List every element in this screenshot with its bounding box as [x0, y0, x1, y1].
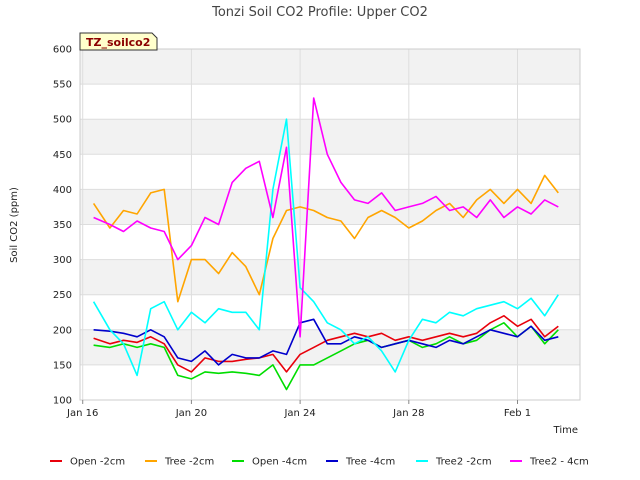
- y-axis-ticks: 100 150 200 250 300 350 400 450 500 550 600: [53, 45, 72, 407]
- chart-badge: TZ_soilco2: [79, 32, 158, 51]
- legend-label: Tree2 -2cm: [435, 457, 492, 468]
- legend-item: Open -2cm: [50, 457, 125, 468]
- series-line-3: [93, 321, 559, 391]
- y-tick-label: 500: [53, 115, 72, 126]
- plot-band: [80, 259, 580, 295]
- y-tick-label: 400: [53, 185, 72, 196]
- chart-title: Tonzi Soil CO2 Profile: Upper CO2: [211, 5, 428, 20]
- series-line-6: [93, 97, 559, 338]
- plot-band: [80, 49, 580, 85]
- y-tick-label: 250: [53, 290, 72, 301]
- plot-band: [80, 329, 580, 365]
- x-axis-ticks: Jan 16 Jan 20 Jan 24 Jan 28 Feb 1: [66, 400, 531, 419]
- plot-band: [80, 189, 580, 225]
- legend-item: Tree2 -2cm: [416, 457, 492, 468]
- series-line-4: [93, 318, 559, 366]
- y-axis-label: Soil CO2 (ppm): [9, 187, 20, 263]
- y-tick-label: 450: [53, 150, 72, 161]
- x-tick-label: Jan 28: [392, 408, 424, 419]
- x-axis-label: Time: [553, 425, 578, 436]
- plot-frame: [79, 48, 581, 401]
- series-lines: [92, 97, 559, 391]
- x-tick-label: Jan 16: [66, 408, 98, 419]
- legend-item: Open -4cm: [232, 457, 307, 468]
- y-tick-label: 300: [53, 255, 72, 266]
- series-line-2: [92, 174, 559, 303]
- legend-item: Tree -2cm: [145, 457, 214, 468]
- legend-item: Tree -4cm: [326, 457, 395, 468]
- x-tick-label: Feb 1: [504, 408, 531, 419]
- legend-label: Tree2 - 4cm: [529, 457, 589, 468]
- legend-label: Tree -2cm: [164, 457, 214, 468]
- x-tick-label: Jan 20: [175, 408, 207, 419]
- plot-background-bands: [80, 49, 580, 365]
- legend-label: Open -2cm: [70, 457, 125, 468]
- legend: Open -2cm Tree -2cm Open -4cm Tree -4cm Tree…: [50, 457, 589, 468]
- y-tick-label: 150: [53, 360, 72, 371]
- y-tick-label: 200: [53, 325, 72, 336]
- y-tick-label: 100: [53, 396, 72, 407]
- legend-item: Tree2 - 4cm: [510, 457, 589, 468]
- plot-band: [80, 119, 580, 155]
- plot-gridlines: [80, 48, 580, 401]
- series-line-5: [92, 118, 559, 377]
- legend-label: Tree -4cm: [345, 457, 395, 468]
- chart-badge-label: TZ_soilco2: [86, 36, 150, 49]
- legend-label: Open -4cm: [252, 457, 307, 468]
- y-tick-label: 550: [53, 80, 72, 91]
- y-tick-label: 350: [53, 220, 72, 231]
- series-line-1: [93, 314, 559, 373]
- y-tick-label: 600: [53, 45, 72, 56]
- x-tick-label: Jan 24: [283, 408, 315, 419]
